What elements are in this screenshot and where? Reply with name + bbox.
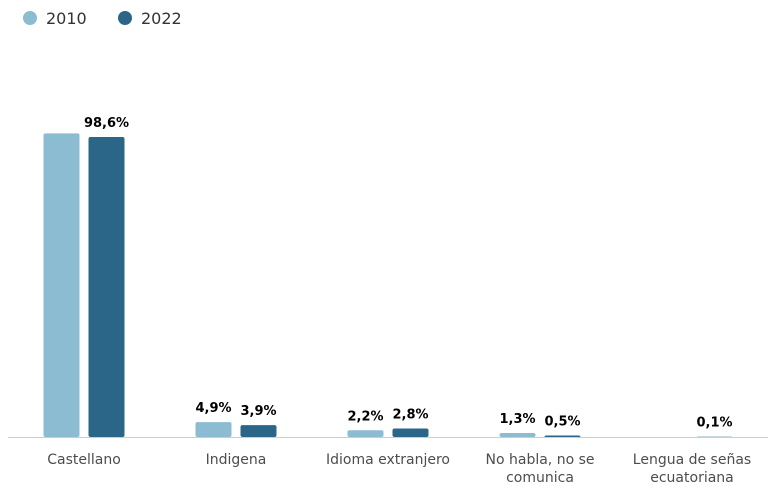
legend-label[interactable]: 2022 — [141, 9, 182, 28]
bar-2010-3[interactable] — [499, 433, 536, 437]
value-labels: 98,6% 4,9% 3,9% 2,2% 2,8% 1,3% 0,5% 0,1% — [84, 116, 733, 431]
category-label: Castellano — [47, 452, 121, 468]
legend: 2010 2022 — [23, 9, 182, 28]
bar-2010-2[interactable] — [347, 430, 384, 437]
data-label: 2,8% — [392, 407, 428, 422]
data-label: 2,2% — [347, 409, 383, 424]
category-label-line: Lengua de señas — [633, 452, 751, 468]
data-label: 1,3% — [499, 412, 535, 427]
category-labels: Castellano Indigena Idioma extranjero No ha… — [47, 452, 751, 486]
category-label: Lengua de señas ecuatoriana — [633, 452, 751, 486]
category-label-line: No habla, no se — [486, 452, 595, 468]
legend-marker-1 — [118, 11, 132, 25]
data-label: 98,6% — [84, 116, 129, 131]
category-label: No habla, no se comunica — [486, 452, 595, 486]
category-label-line: Castellano — [47, 452, 121, 468]
bar-2022-1[interactable] — [240, 425, 277, 437]
category-label-line: comunica — [506, 470, 574, 486]
bars — [43, 133, 733, 438]
category-label: Indigena — [206, 452, 267, 468]
data-label: 0,1% — [696, 416, 732, 431]
data-label: 0,5% — [544, 414, 580, 429]
category-label: Idioma extranjero — [326, 452, 450, 468]
data-label: 3,9% — [240, 404, 276, 419]
bar-2010-0[interactable] — [43, 133, 80, 437]
legend-label[interactable]: 2010 — [46, 9, 87, 28]
bar-2022-2[interactable] — [392, 428, 429, 437]
bar-2022-0[interactable] — [88, 137, 125, 437]
legend-marker-0 — [23, 11, 37, 25]
data-label: 4,9% — [195, 401, 231, 416]
category-label-line: Indigena — [206, 452, 267, 468]
bar-2010-1[interactable] — [195, 422, 232, 437]
category-label-line: ecuatoriana — [650, 470, 734, 486]
bar-2022-3[interactable] — [544, 435, 581, 437]
category-label-line: Idioma extranjero — [326, 452, 450, 468]
